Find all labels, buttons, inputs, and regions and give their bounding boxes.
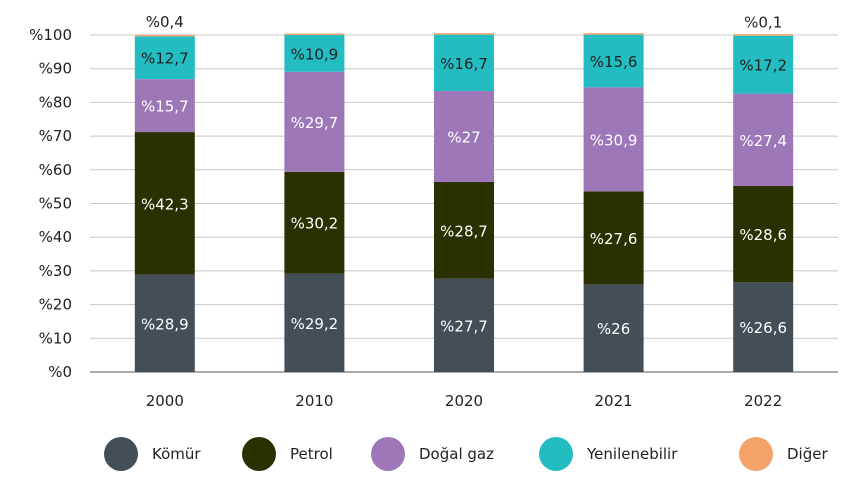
data-label: %28,9	[141, 315, 189, 333]
x-tick-label: 2022	[744, 392, 782, 410]
legend-swatch	[104, 437, 138, 471]
y-axis-ticks: %0 %10 %20 %30 %40 %50 %60 %70 %80 %90 %100	[29, 26, 72, 381]
data-label: %0,1	[744, 13, 782, 31]
x-tick-label: 2021	[595, 392, 633, 410]
data-label: %42,3	[141, 195, 189, 213]
data-label: %15,7	[141, 98, 189, 116]
y-tick-label: %0	[48, 363, 72, 381]
data-label: %30,2	[291, 215, 339, 233]
legend-item: Kömür	[104, 434, 201, 474]
data-label: %10,9	[291, 45, 339, 63]
y-tick-label: %20	[39, 296, 72, 314]
legend-label: Diğer	[787, 445, 828, 463]
bar-segment	[583, 33, 644, 35]
y-tick-label: %40	[39, 228, 72, 246]
bar-segment	[583, 87, 644, 192]
legend: Kömür Petrol Doğal gaz Yenilenebilir Diğer	[0, 434, 854, 474]
legend-label: Petrol	[290, 445, 333, 463]
bar-segment	[134, 79, 195, 133]
bar-segment	[434, 278, 494, 372]
bar-segment	[134, 34, 195, 37]
data-label: %27,7	[440, 317, 488, 335]
data-label: %28,6	[739, 226, 787, 244]
data-label: %28,7	[440, 222, 488, 240]
y-tick-label: %10	[39, 329, 72, 347]
bar-segment	[733, 282, 794, 372]
bars: %28,9 %42,3 %15,7 %12,7 %0,4 %29,2 %30,2 %29,7%…	[134, 13, 794, 372]
bar-segment	[733, 93, 794, 186]
y-tick-label: %30	[39, 262, 72, 280]
legend-swatch	[242, 437, 276, 471]
legend-label: Yenilenebilir	[587, 445, 678, 463]
bar-segment	[434, 33, 494, 35]
legend-item: Petrol	[242, 434, 333, 474]
x-tick-label: 2020	[445, 392, 483, 410]
bar-segment	[583, 191, 644, 285]
y-tick-label: %70	[39, 127, 72, 145]
bar-segment	[134, 36, 195, 80]
bar-segment	[134, 132, 195, 275]
legend-swatch	[739, 437, 773, 471]
x-tick-label: 2000	[146, 392, 184, 410]
data-label: %27,4	[739, 132, 787, 150]
data-label: %29,7	[291, 114, 339, 132]
stacked-bar-chart: %0 %10 %20 %30 %40 %50 %60 %70 %80 %90 %100 %28,9%…	[29, 13, 838, 410]
y-tick-label: %60	[39, 161, 72, 179]
y-tick-label: %50	[39, 195, 72, 213]
bar-segment	[284, 273, 345, 372]
bar-segment	[284, 71, 345, 172]
x-tick-label: 2010	[295, 392, 333, 410]
data-label: %29,2	[291, 315, 339, 333]
data-label: %12,7	[141, 50, 189, 68]
y-tick-label: %90	[39, 60, 72, 78]
legend-label: Doğal gaz	[419, 445, 494, 463]
legend-label: Kömür	[152, 445, 201, 463]
data-label: %17,2	[739, 57, 787, 75]
bar-segment	[434, 181, 494, 279]
legend-item: Diğer	[739, 434, 828, 474]
data-label: %27	[447, 128, 480, 146]
bar-segment	[134, 274, 195, 372]
legend-item: Doğal gaz	[371, 434, 494, 474]
data-label: %27,6	[590, 230, 638, 248]
bar-segment	[733, 34, 794, 36]
legend-swatch	[539, 437, 573, 471]
data-label: %30,9	[590, 131, 638, 149]
legend-item: Yenilenebilir	[539, 434, 677, 474]
bar-segment	[284, 33, 345, 35]
bar-segment	[733, 35, 794, 94]
bar-segment	[583, 284, 644, 372]
legend-swatch	[371, 437, 405, 471]
y-tick-label: %80	[39, 93, 72, 111]
data-label: %16,7	[440, 55, 488, 73]
data-label: %26,6	[739, 319, 787, 337]
data-label: %0,4	[146, 13, 184, 31]
data-label: %26	[597, 320, 630, 338]
bar-segment	[434, 34, 494, 91]
bar-segment	[733, 185, 794, 283]
bar-segment	[583, 34, 644, 88]
x-axis-ticks: 2000 2010 2020 2021 2022	[146, 392, 783, 410]
y-tick-label: %100	[29, 26, 72, 44]
bar-segment	[284, 35, 345, 72]
bar-segment	[434, 90, 494, 182]
bar-segment	[284, 171, 345, 274]
data-label: %15,6	[590, 53, 638, 71]
